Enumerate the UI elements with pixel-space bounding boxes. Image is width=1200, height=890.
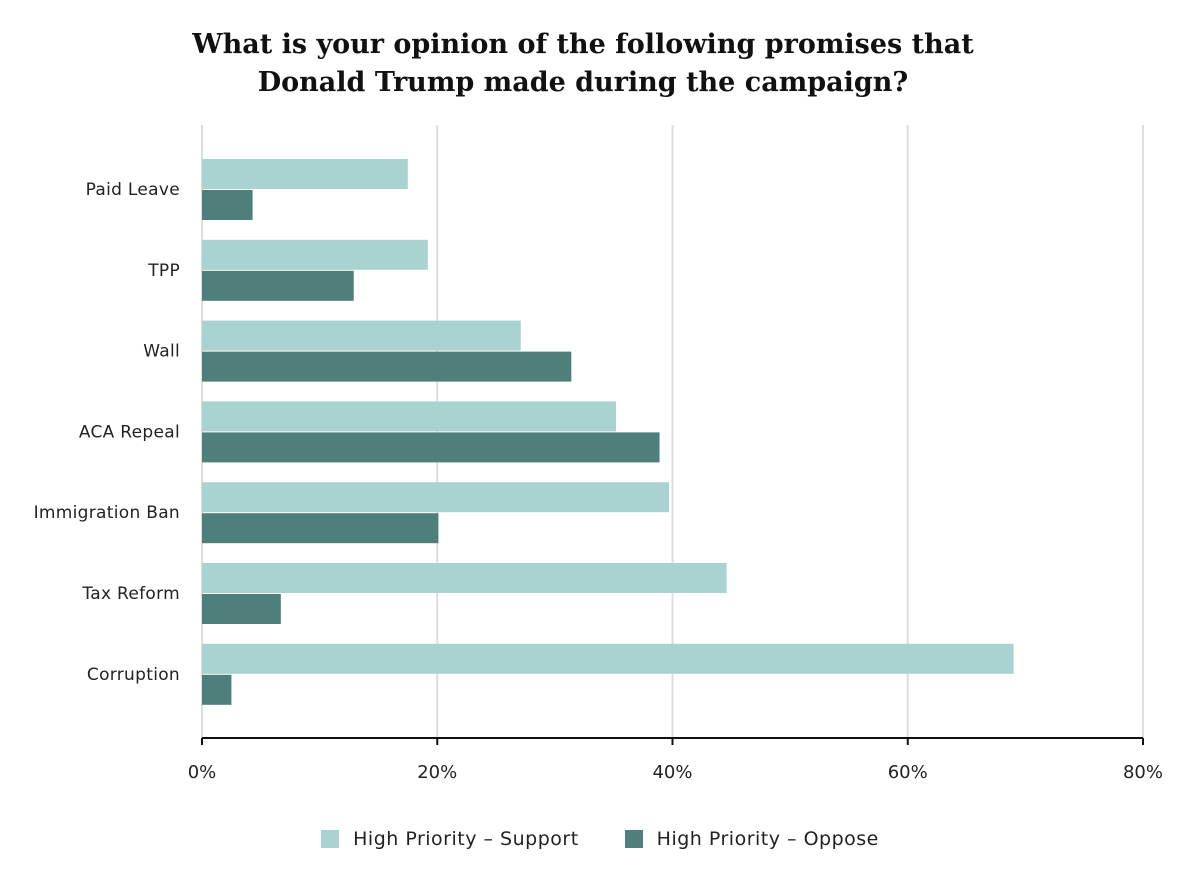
x-tick-label-4: 80% bbox=[1123, 762, 1163, 783]
category-label-0: Paid Leave bbox=[86, 180, 180, 200]
category-label-1: TPP bbox=[147, 261, 180, 281]
bar-oppose-1 bbox=[202, 270, 354, 301]
bar-oppose-5 bbox=[202, 594, 281, 624]
legend-swatch-support bbox=[321, 830, 340, 848]
category-label-6: Corruption bbox=[87, 665, 180, 685]
legend: High Priority – Support High Priority – … bbox=[0, 828, 1200, 850]
bar-oppose-2 bbox=[202, 351, 572, 382]
x-tick-label-3: 60% bbox=[888, 762, 928, 783]
category-label-2: Wall bbox=[143, 342, 180, 362]
bar-support-0 bbox=[202, 159, 408, 189]
category-label-3: ACA Repeal bbox=[79, 422, 180, 442]
chart-title-line-1: What is your opinion of the following pr… bbox=[192, 29, 974, 60]
bar-support-6 bbox=[202, 643, 1014, 674]
bar-oppose-6 bbox=[202, 674, 232, 705]
bar-support-2 bbox=[202, 320, 521, 351]
bar-oppose-0 bbox=[202, 190, 253, 220]
chart-title: What is your opinion of the following pr… bbox=[0, 26, 1166, 102]
x-tick-label-1: 20% bbox=[417, 762, 457, 783]
legend-swatch-oppose bbox=[624, 830, 643, 848]
bar-support-1 bbox=[202, 239, 428, 270]
bar-support-4 bbox=[202, 482, 669, 513]
legend-label-oppose: High Priority – Oppose bbox=[656, 828, 879, 850]
bar-oppose-3 bbox=[202, 432, 660, 463]
x-tick-label-2: 40% bbox=[652, 762, 692, 783]
legend-item-oppose: High Priority – Oppose bbox=[624, 828, 879, 850]
bar-support-5 bbox=[202, 563, 727, 593]
category-label-5: Tax Reform bbox=[81, 584, 180, 604]
chart-title-line-2: Donald Trump made during the campaign? bbox=[257, 67, 909, 98]
category-label-4: Immigration Ban bbox=[34, 503, 180, 523]
bar-oppose-4 bbox=[202, 513, 439, 544]
legend-item-support: High Priority – Support bbox=[321, 828, 579, 850]
x-tick-label-0: 0% bbox=[188, 762, 217, 783]
legend-label-support: High Priority – Support bbox=[353, 828, 579, 850]
bar-support-3 bbox=[202, 401, 617, 432]
